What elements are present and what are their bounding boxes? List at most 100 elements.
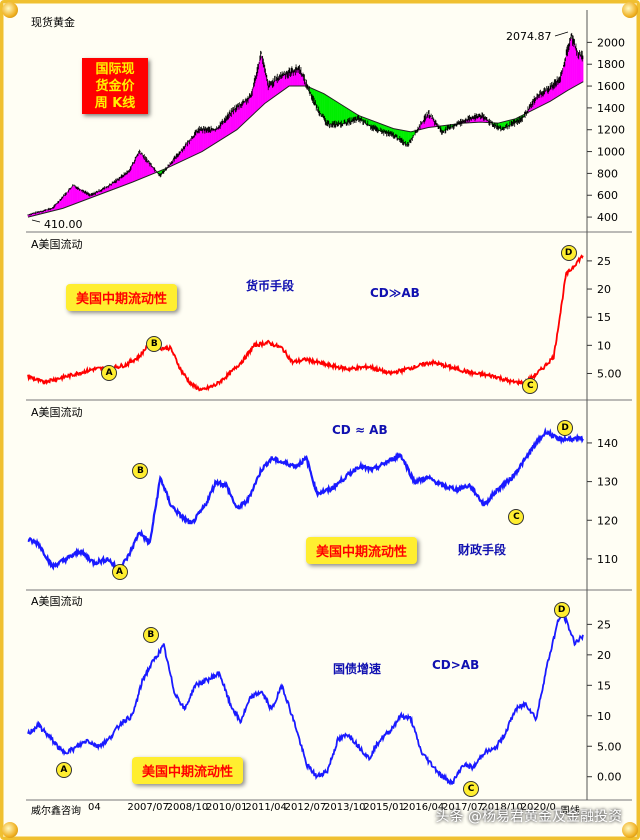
point-marker-b: B: [142, 626, 159, 643]
y-tick-label: 1400: [597, 102, 625, 115]
y-tick-label: 600: [597, 189, 618, 202]
us-mid-liquidity-label: 美国中期流动性: [66, 284, 178, 311]
source-label: 威尔鑫咨询: [31, 806, 81, 817]
liquidity-panel-1-title: A美国流动: [31, 238, 83, 251]
x-axis: 04 2007/07 2008/10 2010/01 2011/04 2012/07 201…: [28, 802, 588, 817]
x-tick-label: 2020/0: [520, 802, 556, 813]
moving-average-line: [27, 81, 584, 218]
band-segment: [326, 95, 330, 125]
watermark: 头条 @杨易君黄金及金融投资: [435, 809, 622, 825]
band-segment: [397, 129, 400, 140]
band-segment: [328, 96, 332, 125]
point-marker-a: A: [111, 563, 128, 580]
point-marker-b: B: [132, 463, 149, 479]
badge-line: 周 K线: [94, 96, 136, 111]
y-tick-label: 15: [597, 679, 611, 692]
band-segment: [318, 91, 321, 115]
liquidity-panel-2-title: A美国流动: [31, 406, 83, 419]
us-mid-liquidity-label: 美国中期流动性: [132, 757, 244, 784]
y-tick-label: 15: [597, 311, 611, 324]
cd-ab-annotation: CD>AB: [432, 658, 480, 672]
corner-ornament: [2, 2, 18, 18]
x-tick-label: 2012/07: [284, 802, 327, 813]
us-mid-liquidity-label: 美国中期流动性: [306, 537, 418, 564]
band-segment: [211, 129, 214, 146]
y-tick-label: 20: [597, 649, 611, 662]
x-tick-label: 2017/07: [442, 802, 484, 813]
band-segment: [331, 98, 334, 125]
y-tick-label: 800: [597, 167, 618, 180]
band-segment: [578, 53, 582, 85]
y-tick-label: 10: [597, 710, 611, 723]
band-segment: [66, 190, 69, 208]
liquidity-panel-3-title: A美国流动: [31, 595, 83, 608]
min-pointer: [31, 219, 41, 223]
x-tick-label: 周线: [560, 806, 580, 817]
max-price-label: 2074.87: [506, 30, 552, 43]
y-tick-label: 1800: [597, 58, 625, 71]
band-segment: [320, 92, 323, 118]
band-segment: [335, 100, 338, 125]
y-tick-label: 0.00: [597, 771, 622, 784]
band-segment: [243, 100, 246, 124]
band-segment: [213, 129, 217, 145]
y-tick-label: 25: [597, 255, 611, 268]
x-tick-label: 2013/10: [324, 802, 366, 813]
point-marker-a: A: [101, 365, 118, 382]
point-marker-d: D: [553, 602, 570, 619]
point-marker-d: D: [560, 245, 577, 262]
point-marker-b: B: [146, 335, 163, 352]
x-tick-label: 2016/04: [402, 802, 445, 813]
point-marker-d: D: [557, 420, 574, 437]
point-marker-c: C: [508, 509, 525, 526]
x-tick-label: 2010/01: [206, 802, 248, 813]
y-tick-label: 1200: [597, 124, 625, 137]
corner-ornament: [622, 2, 638, 18]
band-segment: [141, 153, 144, 179]
x-tick-label: 2007/07: [127, 802, 169, 813]
y-tick-label: 5.00: [597, 740, 622, 753]
y-tick-label: 10: [597, 339, 611, 352]
x-tick-label: 04: [88, 802, 101, 813]
min-price-label: 410.00: [44, 218, 83, 231]
band-segment: [138, 151, 142, 180]
gold-weekly-badge: 国际现 货金价 周 K线: [82, 58, 148, 114]
y-tick-label: 110: [597, 553, 618, 566]
corner-ornament: [2, 822, 18, 838]
treasury-growth-annotation: 国债增速: [333, 662, 382, 676]
band-segment: [76, 187, 80, 204]
fiscal-means-annotation: 财政手段: [458, 543, 507, 557]
monetary-means-annotation: 货币手段: [246, 279, 295, 293]
x-tick-label: 2008/10: [166, 802, 209, 813]
x-tick-label: 2018/10: [481, 802, 523, 813]
cd-ab-annotation: CD ≈ AB: [332, 423, 388, 437]
y-tick-label: 120: [597, 514, 618, 527]
y-tick-label: 400: [597, 211, 618, 224]
point-marker-a: A: [55, 762, 72, 779]
corner-ornament: [622, 822, 638, 838]
band-segment: [72, 185, 76, 205]
badge-line: 国际现: [95, 62, 135, 77]
point-marker-c: C: [522, 377, 539, 394]
gold-panel-title: 现货黄金: [31, 16, 75, 29]
y-tick-label: 1600: [597, 80, 625, 93]
y-tick-label: 2000: [597, 36, 625, 49]
max-pointer: [554, 31, 569, 37]
band-segment: [70, 185, 73, 206]
band-segment: [544, 89, 548, 105]
y-tick-label: 25: [597, 618, 611, 631]
y-tick-label: 5.00: [597, 367, 622, 380]
point-marker-c: C: [463, 780, 480, 797]
y-tick-label: 20: [597, 283, 611, 296]
y-tick-label: 130: [597, 476, 618, 489]
series-line: [27, 610, 584, 786]
cd-ab-annotation: CD≫AB: [370, 286, 420, 300]
y-tick-label: 140: [597, 437, 618, 450]
y-tick-label: 1000: [597, 146, 625, 159]
x-tick-label: 2011/04: [245, 802, 287, 813]
band-segment: [68, 187, 71, 207]
x-tick-label: 2015/01: [363, 802, 405, 813]
